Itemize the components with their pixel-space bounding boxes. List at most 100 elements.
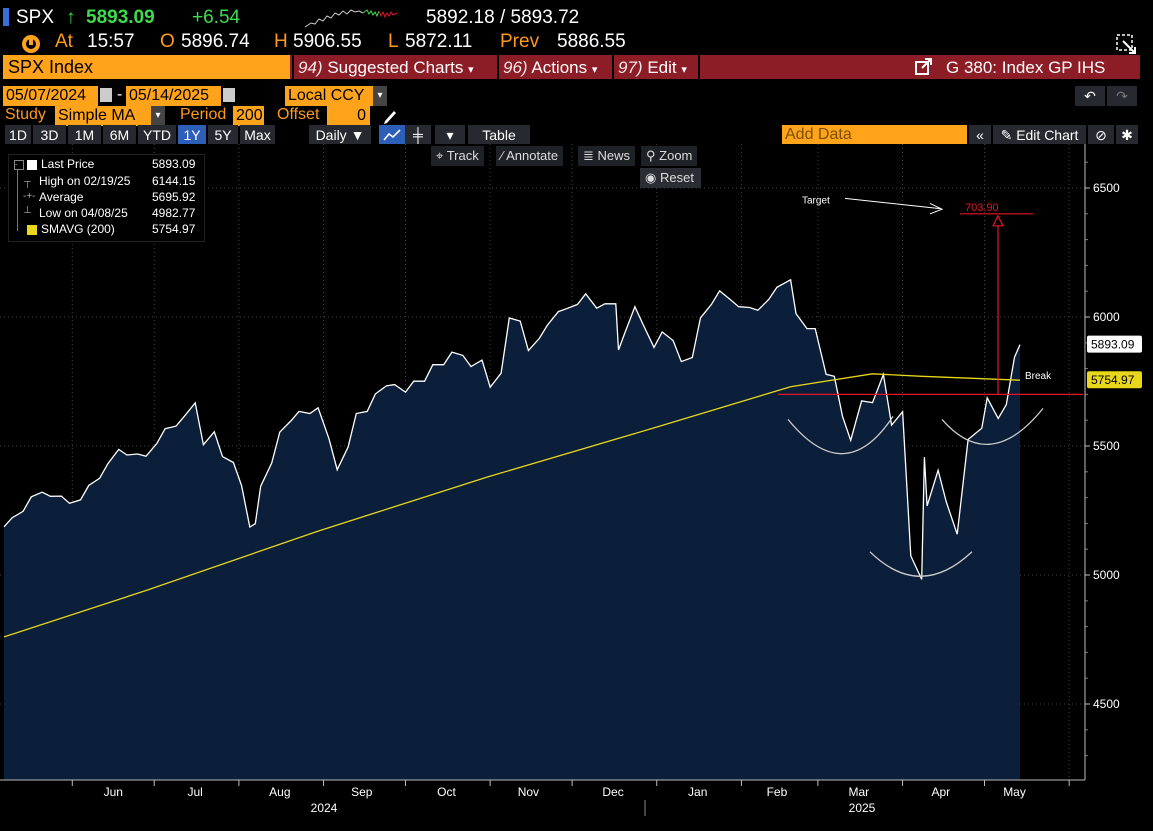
x-tick-label: Dec [602,785,623,799]
quote-time: 15:57 [87,31,135,52]
frequency-select[interactable]: Daily ▼ [309,125,371,145]
annotate-button[interactable]: ∕ Annotate [496,146,564,166]
range-button-3d[interactable]: 3D [33,125,66,145]
x-tick-label: Jul [188,785,203,799]
gear-icon[interactable]: ✱ [1116,125,1138,145]
x-tick-label: Apr [931,785,950,799]
radio-icon: ◉ [645,170,657,185]
menu-divider [497,55,499,79]
edit-menu[interactable]: 97) Edit ▾ [618,58,687,78]
end-date-input[interactable]: 05/14/2025 [126,86,221,106]
menu-number: 96) [503,58,528,77]
legend-label: Last Price [41,157,95,171]
news-button[interactable]: ≣ News [578,146,636,166]
add-data-input[interactable]: Add Data [782,125,967,145]
menu-label: Suggested Charts [327,58,464,77]
legend-value: 5695.92 [152,190,196,204]
target-value-label: 703.90 [965,202,999,214]
menu-number: 94) [298,58,323,77]
calendar-icon[interactable] [223,88,235,102]
line-chart-icon[interactable] [379,125,405,145]
x-tick-label: Aug [269,785,290,799]
news-label: News [597,148,631,163]
legend-label: SMAVG (200) [41,222,115,236]
security-field[interactable]: SPX Index [3,55,290,79]
high-marker-icon: ⊤ [23,180,32,191]
x-year-label: 2025 [849,801,876,815]
start-date-input[interactable]: 05/07/2024 [3,86,98,106]
menu-divider [698,55,700,79]
news-icon: ≣ [583,148,594,163]
range-button-1m[interactable]: 1M [68,125,101,145]
range-button-1y[interactable]: 1Y [178,125,206,145]
x-tick-label: Jun [104,785,123,799]
prev-label: Prev [500,31,540,52]
suggested-charts-menu[interactable]: 94) Suggested Charts ▾ [298,58,474,78]
range-button-6m[interactable]: 6M [103,125,136,145]
redo-button[interactable]: ↷ [1107,86,1137,106]
track-button[interactable]: ⌖ Track [431,146,484,166]
sma-line [3,373,1021,638]
external-link-icon[interactable] [914,58,934,76]
dropdown-arrow-icon[interactable]: ▾ [373,86,387,106]
zoom-button[interactable]: ⚲ Zoom [641,146,698,166]
offset-input[interactable]: 0 [327,106,370,126]
chart-settings-icon[interactable]: ⊘ [1088,125,1114,145]
x-tick-label: Jan [688,785,707,799]
chart-type-dropdown[interactable]: ▾ [435,125,465,145]
popout-icon[interactable] [1116,34,1138,54]
high-value: 5906.55 [293,31,362,52]
reset-button[interactable]: ◉ Reset [640,168,701,188]
y-tick-label: 4500 [1093,697,1120,711]
legend-label: Low on 04/08/25 [39,206,128,220]
period-input[interactable]: 200 [233,106,264,126]
annotate-label: Annotate [506,148,559,163]
dropdown-arrow-icon[interactable]: ▾ [151,106,165,126]
sparkline-icon [304,9,398,28]
table-button[interactable]: Table [468,125,530,145]
legend-value: 5893.09 [152,157,196,171]
last-price-tag-label: 5893.09 [1091,338,1135,352]
pencil-icon[interactable] [382,107,398,125]
x-tick-label: Oct [437,785,456,799]
date-separator: - [117,86,123,103]
track-label: Track [446,148,479,163]
offset-label: Offset [277,106,320,123]
x-tick-label: Sep [351,785,373,799]
last-price: 5893.09 [86,7,155,28]
actions-menu[interactable]: 96) Actions ▾ [503,58,597,78]
ihs-pattern-drawing: 703.90 Target Break [778,195,1083,577]
prev-value: 5886.55 [557,31,626,52]
undo-button[interactable]: ↶ [1075,86,1105,106]
edit-chart-button[interactable]: ✎ Edit Chart [993,125,1086,145]
study-select[interactable]: Simple MA [55,106,151,126]
low-marker-icon: ⊥ [23,205,32,216]
zoom-label: Zoom [659,148,693,163]
page-title: G 380: Index GP IHS [946,58,1106,77]
price-area [4,279,1020,780]
head-arc [869,551,973,577]
calendar-icon[interactable] [100,88,112,102]
range-button-ytd[interactable]: YTD [138,125,176,145]
range-button-5y[interactable]: 5Y [208,125,238,145]
currency-select[interactable]: Local CCY [285,86,373,106]
x-tick-label: Feb [767,785,788,799]
x-tick-label: Nov [518,785,539,799]
gauge-icon [22,35,40,53]
target-pointer-head [929,203,944,215]
menu-divider [292,55,294,79]
sma-tag [1087,371,1142,389]
at-label: At [55,31,73,52]
range-button-max[interactable]: Max [240,125,275,145]
bar-chart-icon[interactable]: ╪ [405,125,431,145]
legend-value: 5754.97 [152,222,196,236]
magnifier-icon: ⚲ [646,148,656,163]
range-button-1d[interactable]: 1D [5,125,31,145]
break-label: Break [1025,371,1052,382]
collapse-icon[interactable]: « [969,125,991,145]
price-chart[interactable]: 703.90 Target Break 4500 5000 5500 6000 6500 J… [0,144,1153,831]
average-marker-icon: -+- [23,191,36,202]
open-label: O [160,31,175,52]
collapse-legend-icon[interactable]: - [14,160,24,170]
menu-label: Edit [647,58,677,77]
